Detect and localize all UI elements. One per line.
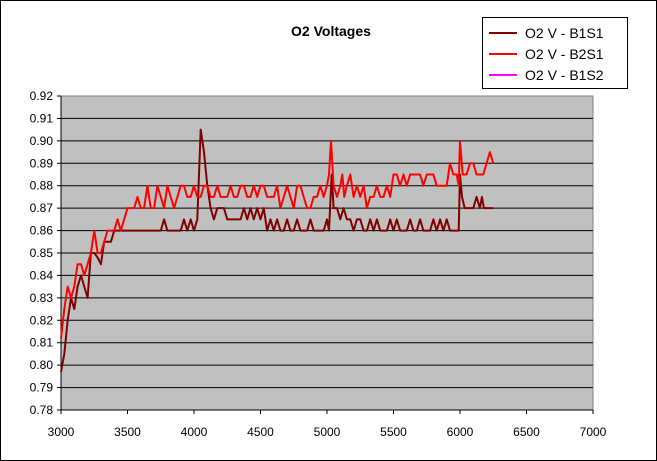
- legend-label: O2 V - B1S1: [525, 24, 604, 41]
- series-line-0: [60, 128, 494, 373]
- y-tick-label: 0.84: [30, 268, 54, 282]
- chart-title: O2 Voltages: [291, 23, 371, 39]
- legend-swatch-b1s1: [489, 31, 517, 34]
- legend-swatch-b1s2: [489, 73, 517, 76]
- y-tick-label: 0.86: [30, 224, 54, 238]
- y-tick-label: 0.83: [30, 291, 54, 305]
- y-tick-label: 0.80: [30, 358, 54, 372]
- legend-item: O2 V - B1S2: [489, 64, 621, 85]
- y-tick-label: 0.89: [30, 156, 54, 170]
- y-tick-label: 0.78: [30, 403, 54, 417]
- legend: O2 V - B1S1 O2 V - B2S1 O2 V - B1S2: [482, 17, 628, 89]
- y-tick-label: 0.91: [30, 111, 54, 125]
- legend-swatch-b2s1: [489, 52, 517, 55]
- y-tick-label: 0.82: [30, 313, 54, 327]
- x-tick-label: 5000: [314, 425, 341, 439]
- x-tick-label: 5500: [380, 425, 407, 439]
- y-tick-label: 0.85: [30, 246, 54, 260]
- legend-label: O2 V - B1S2: [525, 66, 604, 83]
- y-tick-label: 0.87: [30, 201, 54, 215]
- x-tick-label: 7000: [580, 425, 607, 439]
- legend-item: O2 V - B1S1: [489, 22, 621, 43]
- y-tick-label: 0.79: [30, 381, 54, 395]
- x-tick-label: 3500: [114, 425, 141, 439]
- y-tick-label: 0.90: [30, 134, 54, 148]
- x-tick-label: 4500: [247, 425, 274, 439]
- x-tick-label: 6500: [513, 425, 540, 439]
- series-line-1: [60, 139, 495, 339]
- x-tick-label: 4000: [181, 425, 208, 439]
- y-tick-label: 0.88: [30, 179, 54, 193]
- x-tick-label: 6000: [447, 425, 474, 439]
- y-tick-label: 0.92: [30, 89, 54, 103]
- y-tick-label: 0.81: [30, 336, 54, 350]
- x-tick-label: 3000: [48, 425, 75, 439]
- legend-item: O2 V - B2S1: [489, 43, 621, 64]
- legend-label: O2 V - B2S1: [525, 45, 604, 62]
